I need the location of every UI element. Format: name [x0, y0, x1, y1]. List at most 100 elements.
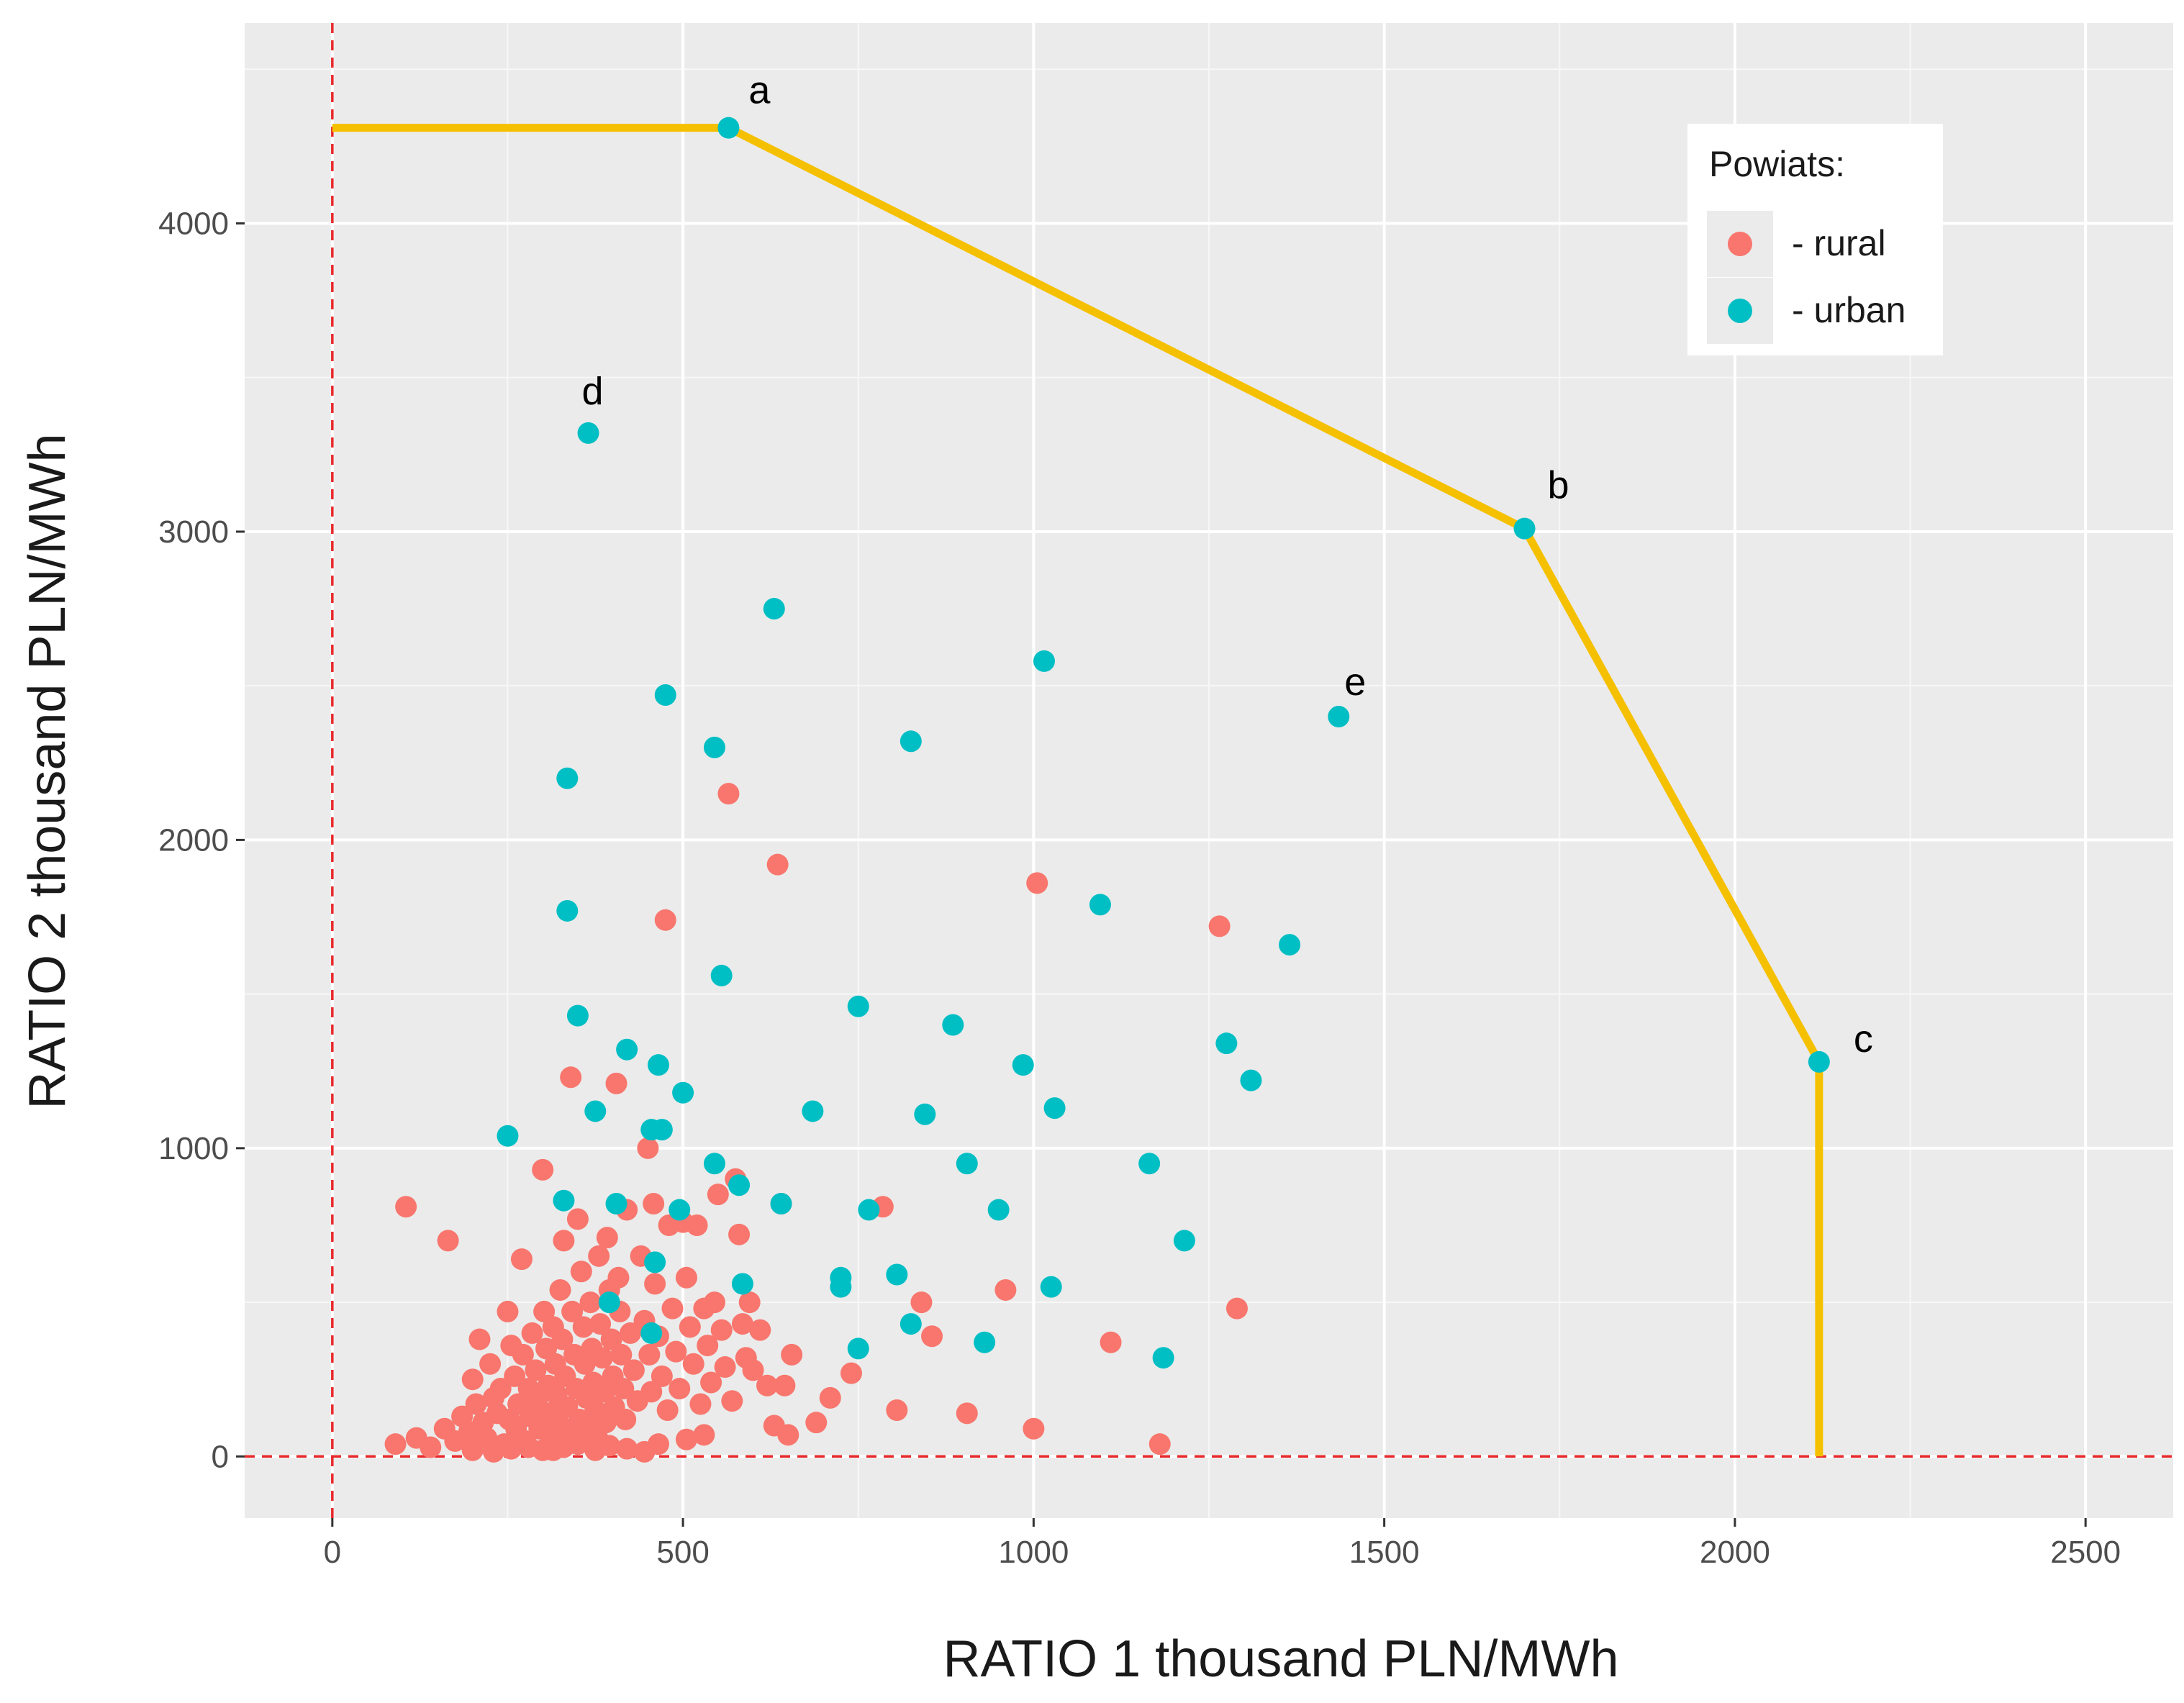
rural-point	[651, 1365, 673, 1387]
rural-point	[489, 1378, 512, 1400]
legend: Powiats: - rural - urban	[1687, 124, 1943, 355]
urban-point	[914, 1103, 936, 1125]
urban-point	[577, 422, 599, 444]
rural-point	[640, 1381, 663, 1403]
rural-point	[921, 1325, 943, 1348]
rural-point	[707, 1184, 729, 1206]
rural-point	[1026, 872, 1048, 894]
annotation-e: e	[1344, 660, 1366, 704]
urban-point	[497, 1125, 519, 1147]
y-tick-label: 1000	[158, 1131, 229, 1166]
rural-point	[714, 1356, 736, 1379]
urban-point	[847, 1338, 869, 1360]
rural-point	[728, 1223, 751, 1245]
urban-point	[647, 1054, 669, 1076]
rural-point	[679, 1316, 701, 1338]
urban-point	[556, 767, 579, 789]
x-tick-label: 0	[324, 1535, 341, 1570]
y-tick-label: 3000	[158, 514, 229, 550]
x-axis-title: RATIO 1 thousand PLN/MWh	[943, 1630, 1618, 1688]
y-tick-label: 0	[212, 1439, 229, 1474]
rural-point	[612, 1378, 635, 1400]
rural-point	[521, 1322, 543, 1344]
rural-point	[620, 1322, 641, 1344]
rural-point	[461, 1439, 484, 1461]
rural-point	[644, 1273, 666, 1295]
rural-point	[596, 1227, 618, 1249]
urban-point	[1240, 1069, 1262, 1091]
urban-point	[553, 1189, 575, 1212]
y-tick-label: 4000	[158, 206, 229, 241]
rural-point	[598, 1435, 620, 1457]
reference-lines	[245, 23, 2173, 1518]
grid-minor	[245, 23, 2173, 1518]
rural-point	[738, 1291, 761, 1314]
urban-point	[1040, 1276, 1062, 1298]
rural-point	[756, 1374, 779, 1397]
rural-point	[610, 1343, 633, 1366]
urban-point	[654, 684, 676, 707]
rural-point	[654, 909, 676, 931]
legend-title: Powiats:	[1709, 144, 1845, 184]
rural-point	[553, 1230, 575, 1252]
rural-point	[819, 1386, 841, 1409]
rural-point	[561, 1300, 584, 1322]
rural-point	[420, 1436, 442, 1458]
urban-point	[1012, 1054, 1034, 1076]
urban-point	[763, 598, 785, 620]
urban-point	[728, 1174, 751, 1196]
annotation-a: a	[748, 69, 771, 112]
urban-point	[886, 1263, 908, 1286]
urban-point	[1513, 517, 1536, 540]
annotation-b: b	[1548, 464, 1569, 507]
rural-point	[703, 1291, 725, 1314]
rural-point	[693, 1424, 715, 1446]
rural-point	[638, 1343, 661, 1366]
rural-point	[700, 1371, 722, 1394]
legend-label-rural: - rural	[1792, 223, 1886, 263]
annotations: a b c d e	[582, 69, 1873, 1061]
annotation-d: d	[582, 370, 604, 413]
urban-point	[703, 736, 725, 758]
urban-point	[847, 995, 869, 1017]
urban-point	[672, 1081, 694, 1104]
rural-point	[395, 1196, 417, 1218]
rural-point	[572, 1316, 594, 1338]
rural-point	[605, 1072, 627, 1094]
urban-point	[616, 1038, 638, 1061]
urban-point	[1215, 1032, 1238, 1055]
rural-point	[479, 1353, 502, 1375]
rural-point	[532, 1158, 554, 1181]
rural-point	[637, 1137, 659, 1159]
rural-point	[689, 1393, 712, 1415]
rural-point	[766, 853, 789, 876]
rural-point	[384, 1433, 407, 1456]
legend-key-rural	[1728, 232, 1752, 256]
urban-point	[703, 1153, 725, 1175]
rural-point	[1208, 915, 1231, 937]
rural-point	[805, 1412, 828, 1434]
rural-point	[607, 1266, 630, 1289]
rural-point	[1225, 1297, 1248, 1320]
urban-point	[566, 1004, 589, 1027]
urban-point	[858, 1199, 880, 1221]
rural-point	[717, 783, 740, 805]
rural-point	[570, 1261, 592, 1283]
rural-point	[675, 1266, 697, 1289]
rural-point	[643, 1192, 665, 1214]
urban-point	[717, 117, 740, 139]
rural-point	[840, 1362, 862, 1384]
rural-point	[588, 1245, 610, 1267]
legend-key-urban	[1728, 299, 1752, 323]
rural-point	[994, 1279, 1017, 1301]
rural-point	[956, 1402, 978, 1425]
urban-point	[1043, 1097, 1066, 1120]
urban-point	[974, 1331, 996, 1353]
urban-point	[1089, 894, 1111, 916]
x-tick-label: 1000	[998, 1535, 1069, 1570]
rural-point	[592, 1347, 614, 1369]
x-tick-label: 1500	[1349, 1535, 1420, 1570]
urban-point	[598, 1291, 620, 1314]
urban-point	[640, 1322, 663, 1344]
